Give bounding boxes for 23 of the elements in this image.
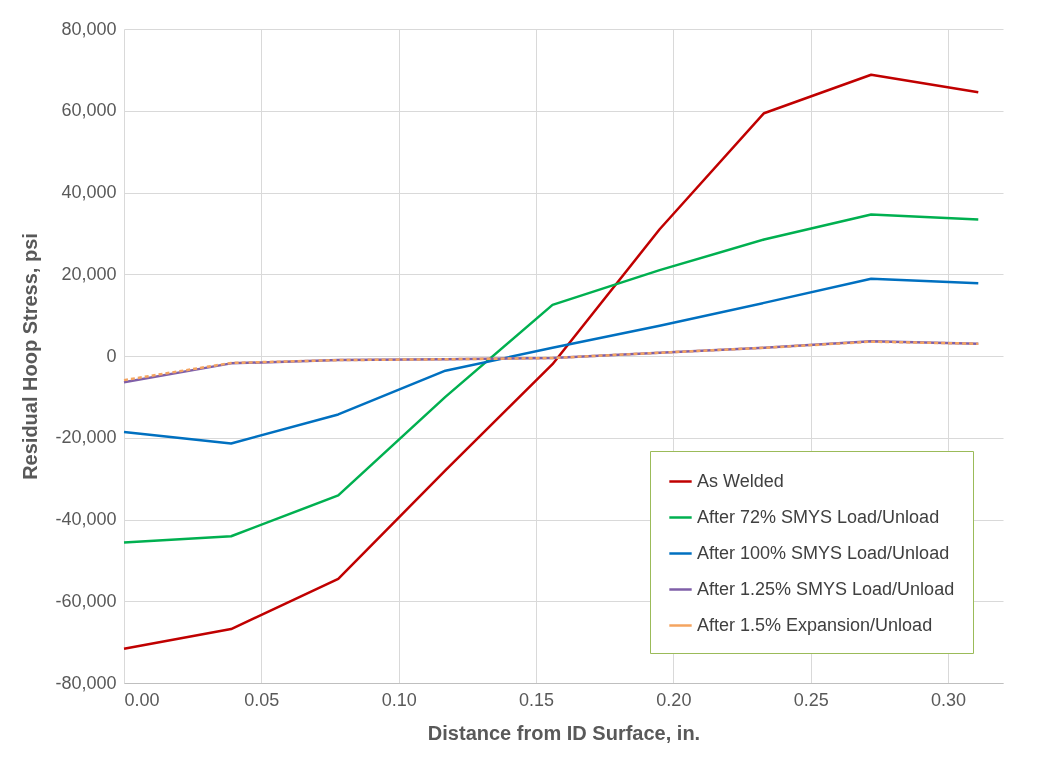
legend-label: As Welded bbox=[697, 470, 784, 491]
y-tick-label: -80,000 bbox=[55, 672, 117, 693]
legend-label: After 72% SMYS Load/Unload bbox=[697, 506, 940, 527]
x-tick-label: 0.00 bbox=[124, 689, 160, 710]
y-tick-label: -20,000 bbox=[55, 427, 117, 448]
x-tick-label: 0.10 bbox=[381, 689, 417, 710]
legend-label: After 1.5% Expansion/Unload bbox=[697, 614, 933, 635]
y-tick-label: 60,000 bbox=[61, 100, 117, 121]
y-tick-label: -60,000 bbox=[55, 590, 117, 611]
y-axis-title: Residual Hoop Stress, psi bbox=[19, 233, 42, 480]
x-axis-title: Distance from ID Surface, in. bbox=[427, 721, 701, 744]
x-tick-label: 0.20 bbox=[656, 689, 692, 710]
legend-label: After 100% SMYS Load/Unload bbox=[697, 542, 950, 563]
y-tick-label: -40,000 bbox=[55, 509, 117, 529]
y-tick-label: 40,000 bbox=[61, 182, 117, 202]
legend-label: After 1.25% SMYS Load/Unload bbox=[697, 578, 955, 599]
y-tick-label: 80,000 bbox=[61, 18, 117, 39]
x-tick-label: 0.15 bbox=[519, 689, 555, 710]
y-tick-label: 20,000 bbox=[61, 263, 117, 284]
x-tick-label: 0.25 bbox=[793, 689, 829, 710]
x-tick-label: 0.30 bbox=[931, 689, 967, 710]
y-tick-label: 0 bbox=[106, 345, 117, 366]
x-tick-label: 0.05 bbox=[244, 689, 280, 710]
